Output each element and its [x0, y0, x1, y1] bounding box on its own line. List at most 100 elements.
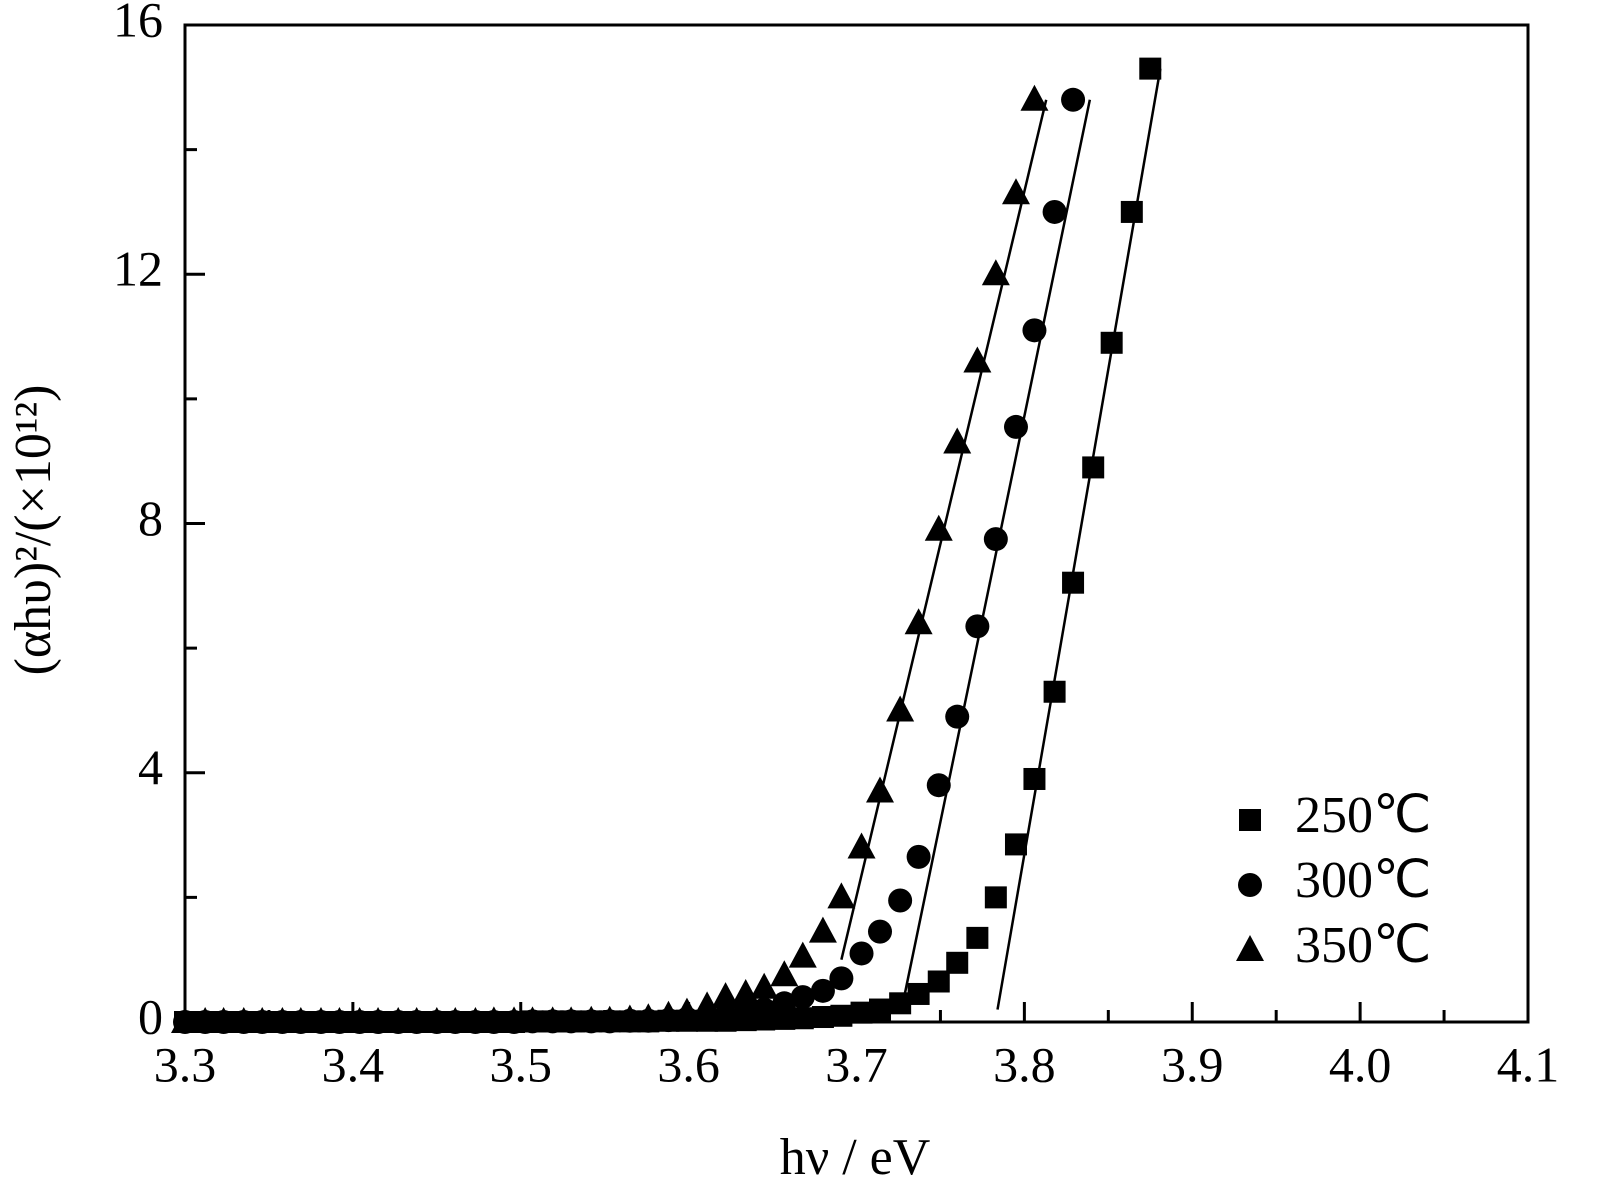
legend-label: 350℃ — [1295, 917, 1431, 974]
data-point — [1001, 178, 1030, 205]
data-point — [693, 991, 722, 1018]
data-point — [248, 1007, 277, 1033]
data-point — [1042, 199, 1067, 224]
x-tick-label: 3.7 — [825, 1036, 888, 1092]
data-point — [849, 941, 874, 966]
x-tick-label: 3.4 — [322, 1036, 385, 1092]
y-tick-label: 8 — [138, 490, 163, 546]
data-point — [171, 1007, 199, 1033]
data-point — [830, 1004, 853, 1027]
data-point — [711, 982, 740, 1009]
data-point — [1003, 414, 1028, 439]
data-point — [1020, 84, 1049, 111]
y-tick-label: 0 — [138, 988, 163, 1044]
data-point — [306, 1007, 335, 1033]
data-point — [461, 1007, 490, 1033]
data-point — [850, 1001, 873, 1024]
data-point — [713, 1003, 738, 1028]
data-point — [191, 1007, 220, 1033]
data-point — [1100, 331, 1123, 354]
x-tick-label: 3.6 — [657, 1036, 720, 1092]
data-point — [384, 1007, 413, 1033]
data-point — [886, 695, 915, 722]
data-point — [441, 1007, 470, 1033]
data-point — [1120, 200, 1143, 223]
data-point — [229, 1007, 258, 1033]
data-point — [963, 346, 992, 373]
data-point — [733, 1000, 758, 1025]
x-tick-label: 3.3 — [154, 1036, 217, 1092]
data-point — [538, 1006, 567, 1033]
data-point — [889, 992, 912, 1015]
data-point — [615, 1004, 644, 1031]
data-point — [983, 527, 1008, 552]
data-point — [966, 926, 989, 949]
y-tick-label: 12 — [113, 241, 163, 297]
data-point — [209, 1007, 238, 1033]
data-point — [810, 978, 835, 1003]
data-point — [847, 832, 876, 859]
data-point — [906, 844, 931, 869]
data-point — [927, 970, 950, 993]
data-point — [557, 1006, 586, 1033]
data-point — [325, 1007, 354, 1033]
data-point — [943, 427, 972, 454]
data-point — [595, 1005, 624, 1032]
data-point — [984, 886, 1007, 909]
data-point — [904, 608, 933, 635]
data-point — [868, 919, 893, 944]
data-point — [1043, 680, 1066, 703]
y-axis-label: (αhυ)²/(×10¹²) — [5, 385, 62, 676]
y-tick-label: 16 — [113, 0, 163, 47]
legend-label: 250℃ — [1295, 787, 1431, 844]
data-point — [1139, 57, 1162, 80]
data-point — [364, 1007, 393, 1033]
data-point — [829, 966, 854, 991]
data-point — [791, 1007, 814, 1030]
data-point — [750, 972, 779, 999]
data-point — [772, 991, 797, 1016]
data-point — [888, 888, 913, 913]
data-point — [1023, 767, 1046, 790]
data-point — [479, 1006, 508, 1033]
data-point — [924, 514, 953, 541]
data-point — [907, 982, 930, 1005]
data-point — [1061, 87, 1086, 112]
data-point — [1082, 456, 1105, 479]
data-point — [500, 1006, 529, 1033]
data-point — [268, 1007, 297, 1033]
data-point — [790, 985, 815, 1010]
x-tick-label: 3.5 — [490, 1036, 553, 1092]
data-point — [981, 259, 1010, 286]
data-point — [634, 1003, 663, 1030]
data-point — [345, 1007, 374, 1033]
x-tick-label: 4.1 — [1497, 1036, 1560, 1092]
data-point — [866, 776, 895, 803]
data-point — [1022, 318, 1047, 343]
data-point — [1004, 833, 1027, 856]
data-point — [518, 1006, 547, 1033]
data-point — [402, 1007, 431, 1033]
data-point — [422, 1007, 451, 1033]
data-point — [827, 882, 856, 909]
legend-marker — [1238, 873, 1262, 897]
legend-marker — [1236, 935, 1264, 961]
data-point — [869, 998, 892, 1021]
x-tick-label: 3.8 — [993, 1036, 1056, 1092]
data-point — [788, 941, 817, 968]
legend-marker — [1239, 809, 1261, 831]
data-point — [286, 1007, 315, 1033]
data-point — [770, 960, 799, 987]
data-point — [577, 1005, 606, 1032]
data-point — [965, 614, 990, 639]
data-point — [945, 704, 970, 729]
x-tick-label: 3.9 — [1161, 1036, 1224, 1092]
legend-label: 300℃ — [1295, 852, 1431, 909]
data-point — [811, 1006, 834, 1029]
data-point — [1062, 571, 1085, 594]
data-point — [926, 773, 951, 798]
x-tick-label: 4.0 — [1329, 1036, 1392, 1092]
x-axis-label: hν / eV — [780, 1129, 931, 1186]
y-tick-label: 4 — [138, 739, 163, 795]
